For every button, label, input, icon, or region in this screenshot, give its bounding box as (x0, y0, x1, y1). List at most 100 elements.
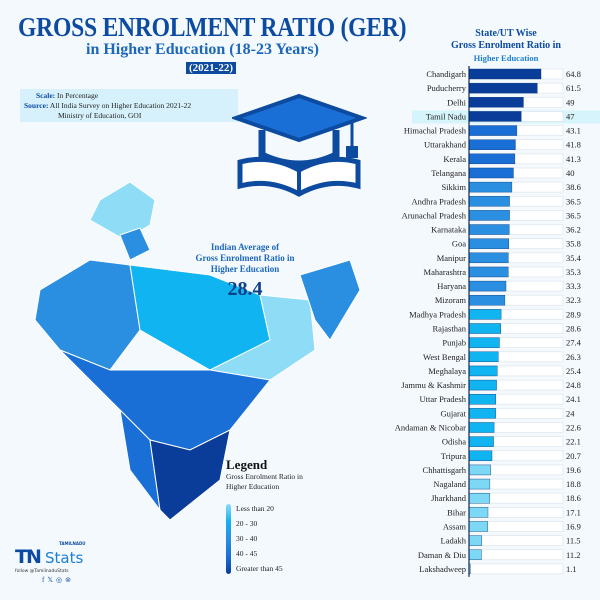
info-box: Scale: In Percentage Source: All India S… (20, 89, 238, 122)
category-label: Arunachal Pradesh (402, 210, 467, 220)
bar (468, 82, 538, 94)
logo-small: TAMILNADU (59, 541, 86, 546)
value-label: 35.8 (566, 239, 581, 249)
instagram-icon[interactable]: ◎ (55, 576, 66, 584)
india-map (34, 181, 360, 521)
bar (468, 309, 502, 320)
bar (468, 153, 516, 165)
legend-subtitle-1: Gross Enrolment Ratio in (226, 472, 303, 481)
value-label: 20.7 (566, 451, 581, 461)
value-label: 64.8 (566, 69, 581, 79)
category-label: Uttarakhand (424, 140, 467, 150)
logo-tn: TN (15, 546, 42, 568)
chart-title-2: Gross Enrolment Ratio in (451, 40, 561, 51)
graduation-cap-book-icon (232, 93, 367, 197)
value-label: 61.5 (566, 83, 581, 93)
category-label: Chhattisgarh (423, 465, 467, 475)
category-label: Jharkhand (431, 493, 467, 503)
category-label: Punjab (442, 338, 466, 348)
category-label: Goa (452, 239, 466, 249)
x-icon[interactable]: 𝕏 (47, 576, 56, 584)
value-label: 36.2 (566, 225, 581, 235)
category-label: Assam (443, 521, 467, 531)
category-label: Bihar (447, 507, 466, 517)
value-label: 47 (566, 111, 575, 121)
category-label: Andhra Pradesh (411, 196, 466, 206)
value-label: 18.8 (566, 479, 581, 489)
value-label: 1.1 (566, 564, 577, 574)
average-value: 28.4 (227, 278, 263, 300)
bar (468, 295, 506, 306)
bar-track (468, 549, 564, 561)
bar (468, 97, 524, 108)
bar (468, 323, 501, 334)
bar (468, 464, 491, 476)
map-tamil-nadu (149, 429, 231, 521)
bar (468, 521, 488, 532)
average-label-1: Indian Average of (210, 242, 280, 252)
bar (468, 238, 509, 249)
facebook-icon[interactable]: f (42, 576, 48, 584)
category-label: Madhya Pradesh (409, 309, 467, 319)
bar (468, 210, 510, 221)
value-label: 19.6 (566, 465, 581, 475)
category-label: Jammu & Kashmir (401, 380, 466, 390)
category-label: Kerala (443, 154, 466, 164)
bar (468, 394, 496, 405)
bar (468, 68, 542, 80)
bar (468, 181, 513, 193)
value-label: 49 (566, 97, 575, 107)
tnstats-logo: TAMILNADU TN Stats (15, 541, 86, 568)
threads-icon[interactable]: ⊚ (65, 576, 74, 584)
bar (468, 196, 510, 207)
category-label: Tamil Nadu (426, 111, 467, 121)
value-label: 33.3 (566, 281, 581, 291)
page-subtitle: in Higher Education (18-23 Years) (86, 41, 319, 58)
value-label: 16.9 (566, 521, 581, 531)
chart-title: State/UT Wise Gross Enrolment Ratio in H… (412, 28, 600, 64)
bar (468, 535, 482, 546)
bar (468, 408, 496, 419)
bar (468, 280, 507, 292)
average-label-3: Higher Education (210, 264, 280, 274)
value-label: 27.4 (566, 338, 582, 348)
value-label: 17.1 (566, 507, 581, 517)
social-icons: f𝕏◎⊚ (42, 576, 74, 584)
category-label: Himachal Pradesh (404, 126, 467, 136)
category-label: Mizoram (435, 295, 467, 305)
logo-stats: Stats (44, 549, 84, 567)
bar (468, 351, 499, 362)
bar (468, 139, 516, 150)
source-value-2: Ministry of Education, GOI (58, 111, 142, 120)
category-label: Puducherry (427, 83, 467, 93)
category-label: Sikkim (441, 182, 466, 192)
category-label: Andaman & Nicobar (395, 423, 466, 433)
value-label: 35.4 (566, 253, 582, 263)
value-label: 35.3 (566, 267, 581, 277)
category-label: Maharashtra (424, 267, 467, 277)
bar (468, 252, 509, 264)
value-label: 43.1 (566, 126, 581, 136)
follow-handle: follow @TamilnaduStats (15, 569, 69, 574)
bar (468, 266, 509, 278)
page-title: GROSS ENROLMENT RATIO (GER) (18, 12, 407, 42)
value-label: 24.1 (566, 394, 581, 404)
map-west (34, 259, 141, 371)
value-label: 18.6 (566, 493, 581, 503)
value-label: 26.3 (566, 352, 581, 362)
scale-value: In Percentage (57, 91, 99, 100)
value-label: 24.8 (566, 380, 581, 390)
source-value: All India Survey on Higher Education 202… (49, 101, 192, 110)
value-label: 41.8 (566, 140, 581, 150)
map-north (89, 181, 156, 241)
bar (468, 167, 514, 179)
bar-track (468, 563, 564, 575)
category-label: Uttar Pradesh (419, 394, 466, 404)
map-northeast (299, 259, 360, 341)
value-label: 41.3 (566, 154, 581, 164)
source-label: Source: (24, 101, 49, 110)
indian-average: Indian Average of Gross Enrolment Ratio … (185, 242, 305, 300)
category-label: Rajasthan (432, 324, 466, 334)
category-label: Daman & Diu (418, 550, 467, 560)
bar (468, 478, 491, 490)
